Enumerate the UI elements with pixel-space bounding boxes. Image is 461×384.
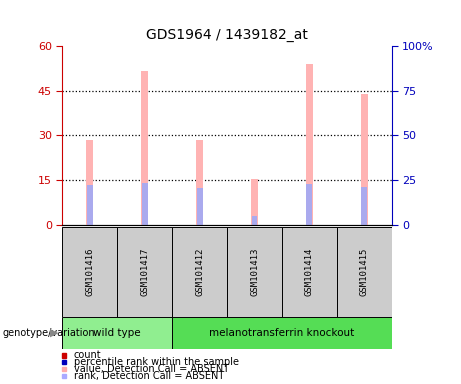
FancyBboxPatch shape [172, 227, 227, 317]
Text: GSM101414: GSM101414 [305, 248, 314, 296]
FancyBboxPatch shape [337, 227, 392, 317]
FancyBboxPatch shape [117, 227, 172, 317]
FancyBboxPatch shape [62, 317, 172, 349]
FancyBboxPatch shape [62, 227, 117, 317]
Bar [361, 187, 367, 225]
Text: GSM101415: GSM101415 [360, 248, 369, 296]
Bar [142, 183, 148, 225]
Text: count: count [74, 350, 101, 360]
Bar [142, 71, 148, 225]
FancyBboxPatch shape [282, 227, 337, 317]
Bar [361, 94, 368, 225]
Bar [196, 140, 203, 225]
Text: wild type: wild type [94, 328, 141, 338]
Text: ▶: ▶ [50, 328, 59, 338]
Text: percentile rank within the sample: percentile rank within the sample [74, 357, 239, 367]
Bar [307, 184, 313, 225]
Text: GSM101417: GSM101417 [140, 248, 149, 296]
Bar [86, 140, 93, 225]
Bar [196, 188, 202, 225]
Text: GSM101413: GSM101413 [250, 248, 259, 296]
Bar [252, 216, 258, 225]
Bar [251, 179, 258, 225]
Title: GDS1964 / 1439182_at: GDS1964 / 1439182_at [146, 28, 308, 42]
FancyBboxPatch shape [172, 317, 392, 349]
Text: rank, Detection Call = ABSENT: rank, Detection Call = ABSENT [74, 371, 224, 381]
Text: genotype/variation: genotype/variation [2, 328, 95, 338]
FancyBboxPatch shape [227, 227, 282, 317]
Bar [87, 185, 93, 225]
Bar [306, 64, 313, 225]
Text: melanotransferrin knockout: melanotransferrin knockout [209, 328, 355, 338]
Text: GSM101412: GSM101412 [195, 248, 204, 296]
Text: value, Detection Call = ABSENT: value, Detection Call = ABSENT [74, 364, 229, 374]
Text: GSM101416: GSM101416 [85, 248, 94, 296]
